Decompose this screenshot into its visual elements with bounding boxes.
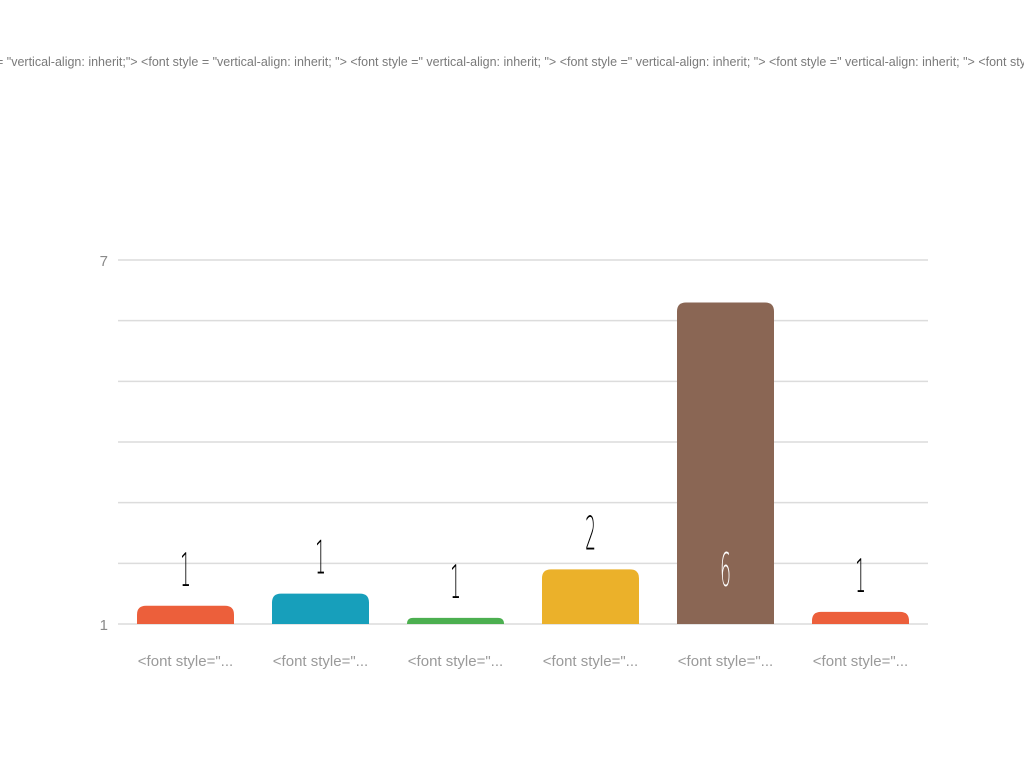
data-label: 2	[585, 508, 596, 561]
y-axis-ticks: 71	[100, 253, 108, 634]
data-label: 1	[855, 551, 866, 604]
x-tick-label: <font style="...	[678, 653, 773, 670]
gridlines	[118, 259, 928, 625]
bar	[272, 593, 369, 624]
bar	[137, 605, 234, 624]
data-label: 1	[450, 557, 461, 610]
bar	[677, 302, 774, 624]
x-tick-label: <font style="...	[543, 653, 638, 670]
bar	[407, 617, 504, 624]
data-label: 6	[720, 545, 731, 598]
x-tick-label: <font style="...	[273, 653, 368, 670]
chart-title: = "vertical-align: inherit;"> <font styl…	[0, 55, 1024, 69]
x-axis-labels: <font style="... <font style="... <font st…	[138, 653, 908, 670]
y-tick-label: 7	[100, 253, 108, 270]
bars	[137, 302, 909, 624]
x-tick-label: <font style="...	[138, 653, 233, 670]
data-labels: 1 1 1 2 6 1	[180, 508, 866, 610]
bar	[812, 611, 909, 624]
y-tick-label: 1	[100, 617, 108, 634]
data-label: 1	[315, 533, 326, 586]
x-tick-label: <font style="...	[408, 653, 503, 670]
data-label: 1	[180, 545, 191, 598]
x-tick-label: <font style="...	[813, 653, 908, 670]
bar	[542, 569, 639, 624]
